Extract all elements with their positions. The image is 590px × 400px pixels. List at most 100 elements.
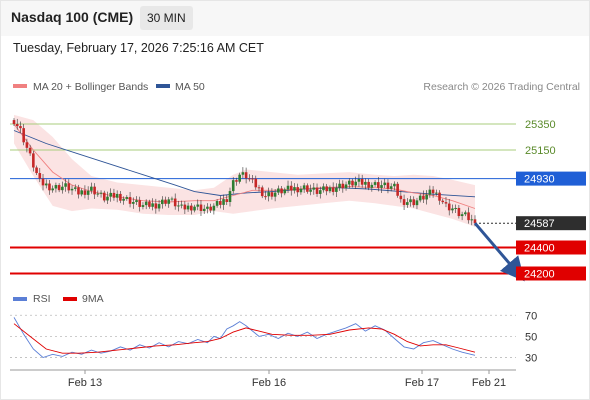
candle-body — [383, 182, 387, 186]
candle-body — [186, 205, 190, 210]
candle-body — [164, 199, 167, 204]
candle-body — [177, 205, 180, 207]
ma50-legend-swatch — [156, 84, 170, 88]
candle-body — [354, 181, 358, 186]
ma20-line — [13, 123, 476, 209]
instrument-title: Nasdaq 100 (CME) — [11, 9, 134, 25]
candle-body — [254, 178, 258, 188]
rsi-legend: RSI 9MA — [13, 293, 104, 305]
candle-body — [302, 185, 306, 189]
candle-body — [228, 191, 232, 202]
candle-body — [438, 192, 441, 201]
candle-body — [83, 190, 87, 195]
candle-body — [199, 204, 203, 211]
candle-body — [209, 206, 212, 211]
candle-body — [41, 178, 45, 186]
candle-body — [315, 187, 319, 194]
candle-body — [309, 189, 312, 192]
candle-body — [312, 187, 316, 190]
candle-body — [112, 192, 116, 198]
candle-body — [257, 187, 261, 189]
ma9-legend-swatch — [63, 297, 77, 301]
candle-body — [470, 219, 474, 221]
x-tick-label: Feb 21 — [472, 377, 506, 389]
candle-body — [99, 192, 103, 194]
level-label-25350: 25350 — [525, 119, 556, 131]
projection-arrow — [473, 222, 525, 282]
candle-body — [357, 178, 361, 182]
candle-body — [338, 183, 341, 188]
candle-body — [373, 182, 377, 185]
candle-body — [428, 189, 432, 195]
candle-body — [347, 180, 351, 185]
candle-body — [435, 192, 438, 194]
candle-body — [32, 153, 35, 168]
candle-body — [106, 196, 109, 201]
candle-body — [422, 195, 425, 200]
candle-body — [409, 199, 412, 203]
candle-body — [64, 183, 67, 187]
chart-header: Nasdaq 100 (CME) 30 MIN — [0, 0, 590, 36]
candle-body — [22, 128, 25, 143]
x-tick-label: Feb 13 — [68, 377, 102, 389]
candle-body — [457, 207, 461, 217]
candle-body — [73, 187, 77, 189]
candle-body — [202, 208, 206, 211]
candle-body — [444, 202, 448, 204]
candle-body — [318, 190, 322, 194]
candle-body — [131, 202, 135, 204]
rsi-tick-70: 70 — [525, 310, 537, 322]
bollinger-band — [14, 114, 475, 227]
candle-body — [219, 201, 222, 205]
candle-body — [447, 203, 451, 211]
candle-body — [241, 172, 245, 175]
ma20-legend-label: MA 20 + Bollinger Bands — [33, 81, 148, 93]
candle-body — [264, 196, 267, 198]
candle-body — [267, 192, 270, 197]
candle-body — [170, 198, 174, 200]
level-label-24587: 24587 — [524, 218, 555, 230]
candle-body — [141, 205, 145, 207]
candle-body — [183, 204, 187, 210]
candle-body — [344, 184, 348, 189]
candle-body — [15, 124, 19, 127]
candle-body — [54, 185, 58, 189]
candle-body — [235, 180, 238, 182]
level-labels: 25350 25150 24930 24587 24400 24200 — [516, 119, 586, 281]
candle-body — [396, 183, 399, 196]
candle-body — [473, 219, 477, 224]
ma20-legend-swatch — [13, 84, 27, 88]
candle-body — [299, 188, 303, 193]
candle-body — [190, 205, 193, 211]
candle-body — [360, 178, 364, 185]
candle-body — [222, 199, 225, 205]
candle-body — [148, 201, 151, 207]
candle-body — [119, 193, 122, 201]
candle-body — [35, 167, 38, 174]
candle-body — [467, 212, 470, 221]
timeframe-button[interactable]: 30 MIN — [140, 6, 193, 30]
rsi-legend-swatch — [13, 297, 27, 301]
level-label-24200: 24200 — [524, 269, 555, 281]
price-levels — [10, 123, 516, 275]
candle-body — [399, 195, 403, 200]
rsi-tick-30: 30 — [525, 352, 537, 364]
candle-body — [61, 186, 64, 191]
candle-body — [412, 199, 416, 206]
candle-body — [206, 206, 209, 209]
candle-body — [102, 192, 106, 201]
candle-body — [280, 188, 283, 194]
candle-body — [90, 186, 93, 191]
level-label-25150: 25150 — [525, 145, 556, 157]
level-label-24930: 24930 — [524, 174, 555, 186]
candle-body — [80, 190, 83, 195]
ma50-legend-label: MA 50 — [175, 81, 205, 93]
candle-body — [260, 187, 264, 197]
candle-body — [325, 186, 329, 192]
candle-body — [380, 185, 383, 188]
candle-body — [67, 183, 71, 191]
candle-body — [370, 184, 374, 188]
candle-body — [51, 188, 54, 191]
candle-body — [28, 147, 32, 154]
